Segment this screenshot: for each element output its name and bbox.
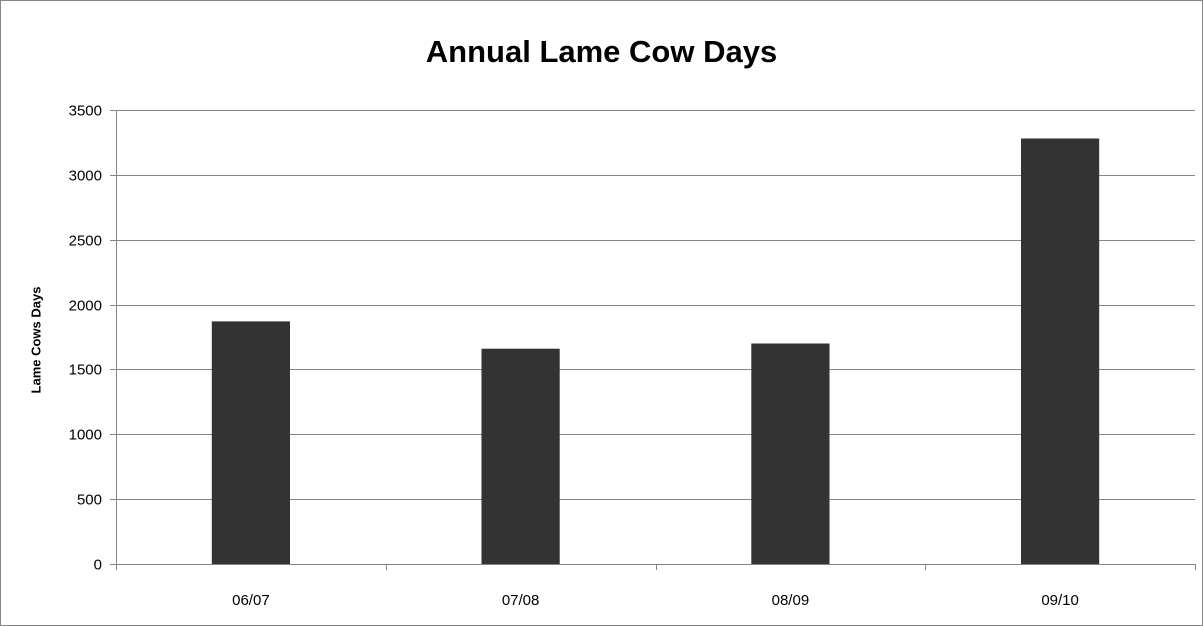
y-tick-label: 500 [77, 492, 102, 509]
y-tick-label: 1000 [69, 427, 102, 444]
bar-07-08 [481, 348, 560, 564]
x-tick-label: 07/08 [502, 592, 540, 609]
x-tick-label: 08/09 [772, 592, 810, 609]
y-tick-label: 3000 [69, 168, 102, 185]
chart-title: Annual Lame Cow Days [425, 34, 778, 69]
y-tick-label: 2500 [69, 233, 102, 250]
y-tick-label: 0 [94, 557, 102, 574]
x-tick-label: 06/07 [232, 592, 270, 609]
bar-06-07 [211, 321, 290, 564]
bar-08-09 [751, 343, 830, 564]
y-tick-label: 3500 [69, 103, 102, 120]
y-tick-label: 1500 [69, 362, 102, 379]
y-tick-label: 2000 [69, 298, 102, 315]
bar-09-10 [1021, 138, 1100, 564]
x-tick-label: 09/10 [1041, 592, 1079, 609]
